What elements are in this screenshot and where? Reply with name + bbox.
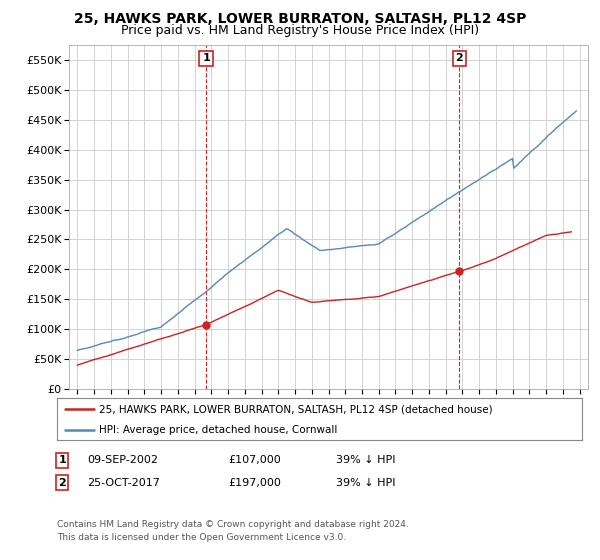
Text: Contains HM Land Registry data © Crown copyright and database right 2024.: Contains HM Land Registry data © Crown c…: [57, 520, 409, 529]
Text: 39% ↓ HPI: 39% ↓ HPI: [336, 478, 395, 488]
Text: This data is licensed under the Open Government Licence v3.0.: This data is licensed under the Open Gov…: [57, 533, 346, 542]
Text: £197,000: £197,000: [228, 478, 281, 488]
Text: 2: 2: [58, 478, 66, 488]
Text: Price paid vs. HM Land Registry's House Price Index (HPI): Price paid vs. HM Land Registry's House …: [121, 24, 479, 36]
Text: HPI: Average price, detached house, Cornwall: HPI: Average price, detached house, Corn…: [99, 426, 337, 435]
Text: £107,000: £107,000: [228, 455, 281, 465]
Text: 09-SEP-2002: 09-SEP-2002: [87, 455, 158, 465]
Text: 39% ↓ HPI: 39% ↓ HPI: [336, 455, 395, 465]
Text: 2: 2: [455, 53, 463, 63]
Text: 25, HAWKS PARK, LOWER BURRATON, SALTASH, PL12 4SP (detached house): 25, HAWKS PARK, LOWER BURRATON, SALTASH,…: [99, 404, 493, 414]
Text: 1: 1: [202, 53, 210, 63]
Text: 25, HAWKS PARK, LOWER BURRATON, SALTASH, PL12 4SP: 25, HAWKS PARK, LOWER BURRATON, SALTASH,…: [74, 12, 526, 26]
Text: 25-OCT-2017: 25-OCT-2017: [87, 478, 160, 488]
Text: 1: 1: [58, 455, 66, 465]
